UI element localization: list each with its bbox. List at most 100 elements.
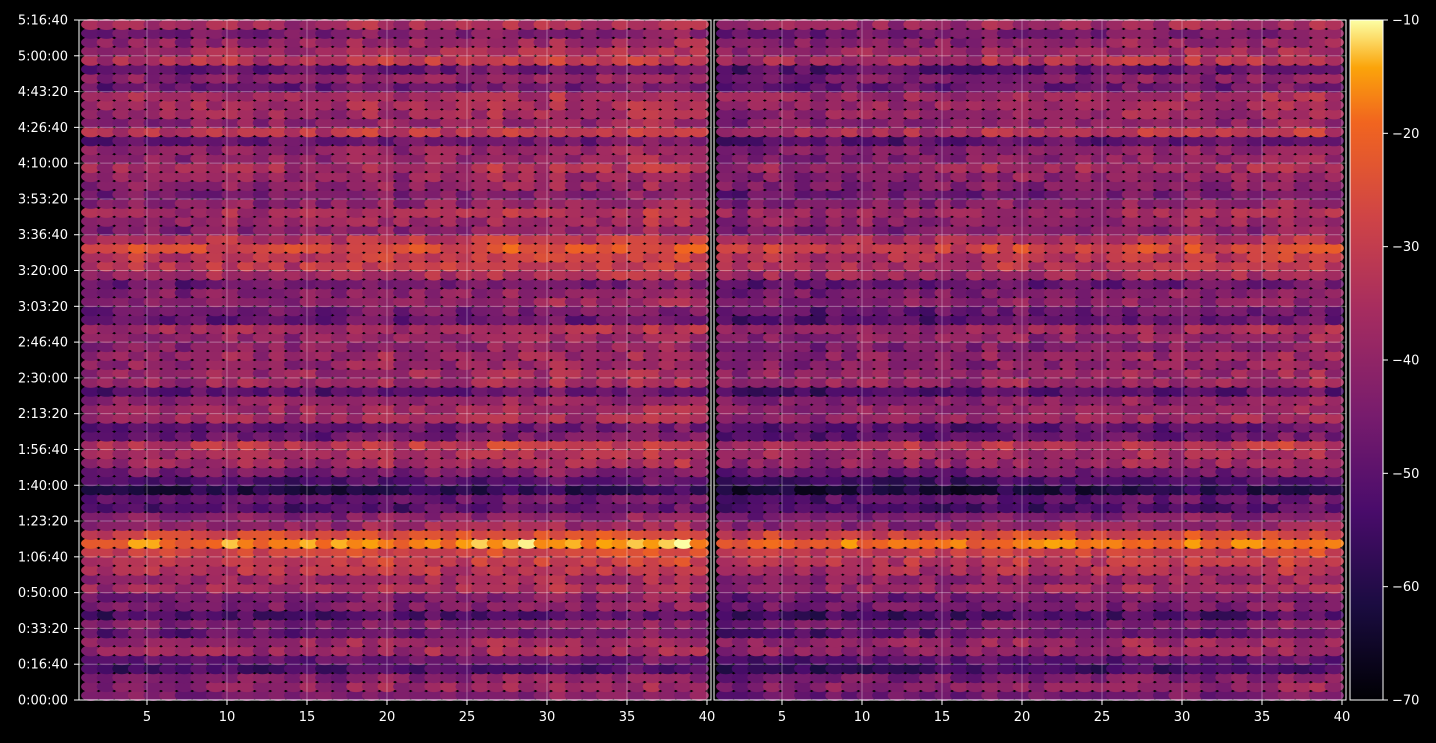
heat-cell xyxy=(471,618,491,630)
heat-cell xyxy=(658,663,678,675)
heat-cell xyxy=(658,582,678,594)
heat-cell xyxy=(221,484,241,496)
heat-cell xyxy=(268,681,288,693)
heat-cell xyxy=(268,690,288,701)
heat-cell xyxy=(673,555,694,567)
heat-cell xyxy=(361,654,382,666)
heat-cell xyxy=(268,663,288,675)
heat-cell xyxy=(330,600,351,612)
heat-cell xyxy=(315,502,335,514)
heat-cell xyxy=(221,663,241,675)
heat-cell xyxy=(393,537,413,549)
heat-cell xyxy=(268,627,288,639)
heat-cell xyxy=(611,672,631,684)
heat-cell xyxy=(393,654,413,666)
heat-cell xyxy=(439,672,460,684)
heat-cell xyxy=(159,672,179,684)
heat-cell xyxy=(564,690,585,701)
heat-cell xyxy=(611,663,631,675)
heat-cell xyxy=(439,600,460,612)
heat-cell xyxy=(81,672,101,684)
heat-cell xyxy=(112,564,132,576)
heat-cell xyxy=(424,636,444,648)
heat-cell xyxy=(315,511,335,523)
heat-cell xyxy=(159,573,179,585)
heat-cell xyxy=(580,627,600,639)
heat-cell xyxy=(439,564,460,576)
heat-cell xyxy=(330,555,351,567)
heat-cell xyxy=(283,466,304,478)
heat-cell xyxy=(330,681,351,693)
heat-cell xyxy=(96,555,117,567)
heat-cell xyxy=(627,537,647,549)
heat-cell xyxy=(611,564,631,576)
heat-cell xyxy=(595,645,616,657)
heat-cell xyxy=(642,690,663,701)
heat-cell xyxy=(439,591,460,603)
heat-cell xyxy=(268,645,288,657)
heat-cell xyxy=(580,546,600,558)
heat-cell xyxy=(237,529,257,540)
heat-cell xyxy=(595,502,616,514)
heat-cell xyxy=(112,520,132,531)
heat-cell xyxy=(346,636,366,648)
heat-cell xyxy=(299,493,319,505)
heat-cell xyxy=(517,484,538,496)
heat-cell xyxy=(658,511,678,523)
heat-cell xyxy=(424,663,444,675)
heat-cell xyxy=(517,493,538,505)
heat-cell xyxy=(315,645,335,657)
heat-cell xyxy=(471,511,491,523)
heat-cell xyxy=(611,475,631,487)
heat-cell xyxy=(143,654,163,666)
heat-cell xyxy=(424,466,444,478)
heat-cell xyxy=(611,511,631,523)
heat-cell xyxy=(268,502,288,514)
heat-cell xyxy=(533,600,553,612)
heat-cell xyxy=(424,484,444,496)
heat-cell xyxy=(611,529,631,540)
heat-cell xyxy=(190,520,210,531)
heat-cell xyxy=(159,681,179,693)
heat-cell xyxy=(533,555,553,567)
heat-cell xyxy=(361,520,382,531)
heat-cell xyxy=(174,546,195,558)
heat-cell xyxy=(673,564,694,576)
heat-cell xyxy=(96,663,117,675)
heat-cell xyxy=(315,546,335,558)
heat-cell xyxy=(81,457,101,469)
heat-cell xyxy=(517,529,538,540)
heat-cell xyxy=(112,672,132,684)
heat-cell xyxy=(673,493,694,505)
heat-cell xyxy=(361,564,382,576)
heat-cell xyxy=(595,582,616,594)
heat-cell xyxy=(658,681,678,693)
heat-cell xyxy=(580,663,600,675)
heat-cell xyxy=(533,484,553,496)
heat-cell xyxy=(439,529,460,540)
heat-cell xyxy=(564,609,585,621)
heat-cell xyxy=(393,573,413,585)
heat-cell xyxy=(205,672,226,684)
heat-cell xyxy=(642,618,663,630)
heat-cell xyxy=(642,511,663,523)
heat-cell xyxy=(533,502,553,514)
heat-cell xyxy=(408,475,429,487)
heat-cell xyxy=(377,475,397,487)
heat-cell xyxy=(205,582,226,594)
heat-cell xyxy=(517,537,538,549)
heat-cell xyxy=(673,591,694,603)
heat-cell xyxy=(159,609,179,621)
heat-cell xyxy=(283,609,304,621)
heat-cell xyxy=(393,636,413,648)
heat-cell xyxy=(502,493,522,505)
heat-cell xyxy=(549,690,569,701)
heat-cell xyxy=(455,681,475,693)
heat-cell xyxy=(159,591,179,603)
heat-cell xyxy=(361,529,382,540)
heat-cell xyxy=(299,609,319,621)
heat-cell xyxy=(580,493,600,505)
heat-cell xyxy=(252,663,273,675)
heat-cell xyxy=(595,600,616,612)
heat-cell xyxy=(127,600,148,612)
